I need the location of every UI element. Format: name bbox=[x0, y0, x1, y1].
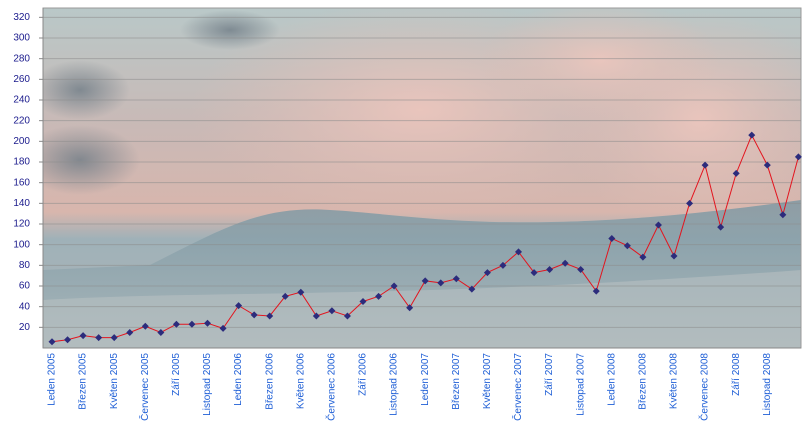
x-tick-label: Leden 2008 bbox=[606, 353, 617, 406]
x-tick-label: Leden 2006 bbox=[233, 353, 244, 406]
marker bbox=[561, 259, 569, 267]
marker bbox=[64, 336, 72, 344]
y-tick-label: 60 bbox=[19, 281, 31, 292]
marker bbox=[390, 282, 398, 290]
y-tick-label: 260 bbox=[13, 74, 30, 85]
y-tick-label: 140 bbox=[13, 198, 30, 209]
marker bbox=[779, 211, 787, 219]
marker bbox=[204, 319, 211, 327]
x-tick-label: Září 2007 bbox=[544, 353, 555, 396]
marker bbox=[375, 292, 383, 300]
marker bbox=[670, 252, 678, 260]
marker bbox=[530, 269, 538, 277]
x-tick-label: Listopad 2008 bbox=[762, 353, 773, 416]
y-tick-label: 100 bbox=[13, 239, 30, 250]
marker bbox=[452, 275, 460, 283]
x-tick-label: Červenec 2007 bbox=[511, 353, 524, 421]
marker bbox=[359, 298, 367, 305]
y-tick-label: 180 bbox=[13, 157, 30, 168]
marker bbox=[297, 288, 305, 296]
marker bbox=[48, 338, 56, 346]
marker bbox=[794, 153, 802, 161]
marker bbox=[95, 334, 103, 342]
y-tick-label: 200 bbox=[13, 136, 30, 147]
marker bbox=[281, 292, 289, 300]
x-tick-label: Leden 2007 bbox=[420, 353, 431, 406]
x-tick-label: Březen 2007 bbox=[451, 353, 462, 410]
marker bbox=[468, 285, 476, 293]
x-tick-label: Červenec 2008 bbox=[698, 353, 711, 421]
marker bbox=[312, 312, 320, 320]
marker bbox=[483, 269, 491, 277]
marker bbox=[421, 277, 429, 285]
y-tick-label: 220 bbox=[13, 115, 30, 126]
x-tick-label: Březen 2008 bbox=[638, 353, 649, 410]
x-tick-label: Září 2005 bbox=[171, 353, 182, 396]
marker bbox=[717, 223, 725, 231]
x-tick-label: Leden 2005 bbox=[47, 353, 58, 406]
y-tick-label: 20 bbox=[19, 322, 31, 333]
marker bbox=[437, 279, 445, 287]
x-tick-label: Květen 2006 bbox=[295, 353, 306, 410]
x-tick-label: Listopad 2007 bbox=[575, 353, 586, 416]
marker bbox=[546, 265, 554, 273]
marker bbox=[763, 161, 771, 169]
marker bbox=[126, 329, 134, 336]
x-tick-label: Září 2008 bbox=[731, 353, 742, 396]
marker bbox=[686, 199, 694, 207]
x-tick-label: Květen 2008 bbox=[669, 353, 680, 410]
x-tick-label: Červenec 2006 bbox=[325, 353, 338, 421]
marker bbox=[701, 161, 709, 169]
marker bbox=[266, 312, 274, 320]
y-tick-label: 40 bbox=[19, 301, 31, 312]
marker bbox=[343, 312, 351, 320]
marker bbox=[406, 304, 414, 312]
marker bbox=[328, 307, 336, 315]
x-tick-label: Listopad 2005 bbox=[202, 353, 213, 416]
marker bbox=[608, 234, 616, 242]
marker bbox=[515, 248, 522, 256]
marker bbox=[639, 253, 647, 261]
marker bbox=[499, 261, 507, 269]
y-tick-label: 300 bbox=[13, 33, 30, 44]
marker bbox=[235, 302, 243, 310]
background-photo bbox=[43, 8, 801, 348]
y-tick-label: 80 bbox=[19, 260, 31, 271]
marker bbox=[188, 320, 196, 328]
y-tick-label: 160 bbox=[13, 177, 30, 188]
y-tick-label: 240 bbox=[13, 95, 30, 106]
marker bbox=[157, 329, 165, 336]
y-tick-label: 280 bbox=[13, 53, 30, 64]
marker bbox=[172, 320, 180, 328]
x-tick-label: Květen 2007 bbox=[482, 353, 493, 410]
marker bbox=[110, 334, 118, 342]
marker bbox=[732, 169, 740, 177]
marker bbox=[623, 242, 631, 250]
marker bbox=[577, 265, 585, 273]
x-tick-label: Listopad 2006 bbox=[389, 353, 400, 416]
marker bbox=[79, 332, 87, 340]
marker bbox=[141, 322, 149, 330]
x-tick-label: Březen 2005 bbox=[78, 353, 89, 410]
x-tick-label: Květen 2005 bbox=[109, 353, 120, 410]
marker bbox=[250, 311, 258, 319]
y-tick-label: 320 bbox=[13, 12, 30, 23]
marker bbox=[654, 221, 662, 229]
marker bbox=[219, 324, 227, 332]
marker bbox=[748, 131, 756, 139]
x-tick-label: Září 2006 bbox=[358, 353, 369, 396]
y-tick-label: 120 bbox=[13, 219, 30, 230]
x-tick-label: Červenec 2005 bbox=[138, 353, 151, 421]
marker bbox=[592, 287, 600, 295]
x-tick-label: Březen 2006 bbox=[264, 353, 275, 410]
